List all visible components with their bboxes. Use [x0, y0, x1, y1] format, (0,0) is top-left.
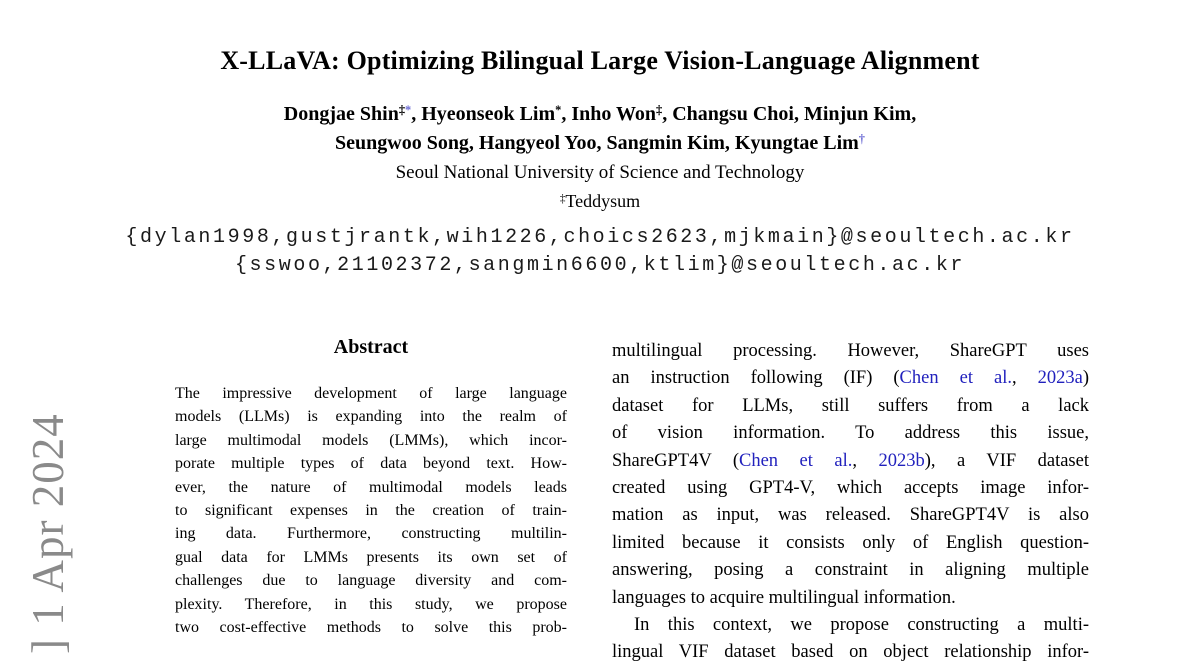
text-segment: ShareGPT4V ( [612, 450, 739, 471]
abstract-line: challenges due to language diversity and… [175, 569, 567, 592]
text-segment: Seungwoo Song, Hangyeol Yoo, Sangmin Kim… [335, 132, 859, 154]
abstract-heading: Abstract [333, 336, 409, 358]
text-segment: two cost-effective methods to solve this… [175, 619, 567, 637]
author-block: Dongjae Shin‡*, Hyeonseok Lim*, Inho Won… [0, 100, 1200, 158]
text-segment: , [1011, 368, 1038, 389]
text-segment: limited because it consists only of Engl… [612, 532, 1089, 553]
text-segment: porate multiple types of data beyond tex… [175, 455, 567, 473]
text-segment: created using GPT4-V, which accepts imag… [612, 478, 1089, 499]
text-segment: , Hyeonseok Lim [411, 103, 556, 125]
text-segment: , Inho Won [561, 103, 657, 125]
footnote-marker-link[interactable]: * [405, 103, 412, 118]
text-segment: an instruction following (IF) ( [612, 368, 900, 389]
text-segment: ing data. Furthermore, constructing mult… [175, 525, 567, 543]
text-segment: ) [1082, 368, 1090, 389]
text-segment: languages to acquire multilingual inform… [612, 587, 956, 608]
text-segment: In this context, we propose constructing… [634, 615, 1089, 636]
text-segment: , Changsu Choi, Minjun Kim, [662, 103, 917, 125]
body-text-line: In this context, we propose constructing… [612, 612, 1089, 639]
text-segment: multilingual processing. However, ShareG… [612, 341, 1089, 361]
abstract-line: models (LLMs) is expanding into the real… [175, 405, 567, 428]
text-segment: mation as input, was released. ShareGPT4… [612, 505, 1089, 526]
affiliation-university: Seoul National University of Science and… [395, 162, 805, 183]
body-text-line: languages to acquire multilingual inform… [612, 585, 1089, 612]
citation-link[interactable]: Chen et al. [739, 450, 853, 471]
paper-title: X-LLaVA: Optimizing Bilingual Large Visi… [220, 46, 980, 75]
abstract-line: gual data for LMMs presents its own set … [175, 546, 567, 569]
body-text-line: limited because it consists only of Engl… [612, 530, 1089, 557]
citation-link[interactable]: Chen et al. [899, 368, 1012, 389]
affiliation-teddysum: ‡Teddysum [0, 188, 1200, 214]
text-segment: ‡ [398, 103, 406, 118]
body-text-line: multilingual processing. However, ShareG… [612, 338, 1089, 365]
arxiv-watermark: ] 1 Apr 2024 [23, 413, 73, 654]
text-segment: challenges due to language diversity and… [175, 572, 567, 590]
citation-link[interactable]: 2023a [1037, 368, 1083, 389]
abstract-line: ing data. Furthermore, constructing mult… [175, 522, 567, 545]
body-text-line: dataset for LLMs, still suffers from a l… [612, 393, 1089, 420]
text-segment: , [852, 450, 879, 471]
text-segment: Teddysum [565, 191, 641, 211]
paper-header: X-LLaVA: Optimizing Bilingual Large Visi… [0, 0, 1200, 280]
left-column: Abstract The impressive development of l… [175, 336, 567, 639]
text-segment: * [555, 103, 562, 118]
email-line-1: {dylan1998,gustjrantk,wih1226,choics2623… [125, 226, 1075, 249]
text-segment: large multimodal models (LMMs), which in… [175, 431, 567, 449]
abstract-line: two cost-effective methods to solve this… [175, 616, 567, 639]
text-segment: to significant expenses in the creation … [175, 502, 567, 520]
text-segment: answering, posing a constraint in aligni… [612, 560, 1089, 581]
body-text-line: answering, posing a constraint in aligni… [612, 557, 1089, 584]
text-segment: ‡ [559, 192, 566, 205]
author-line: Seungwoo Song, Hangyeol Yoo, Sangmin Kim… [0, 129, 1200, 158]
text-segment: Dongjae Shin [283, 103, 399, 125]
text-segment: models (LLMs) is expanding into the real… [175, 408, 567, 426]
text-segment: ), a VIF dataset [924, 450, 1089, 471]
body-text-line: lingual VIF dataset based on object rela… [612, 639, 1089, 666]
body-text-line: of vision information. To address this i… [612, 420, 1089, 447]
text-segment: The impressive development of large lang… [175, 385, 567, 402]
text-segment: dataset for LLMs, still suffers from a l… [612, 395, 1089, 416]
text-segment: ever, the nature of multimodal models le… [175, 478, 567, 496]
abstract-line: to significant expenses in the creation … [175, 499, 567, 522]
right-column-body: multilingual processing. However, ShareG… [612, 338, 1089, 667]
body-text-line: ShareGPT4V (Chen et al., 2023b), a VIF d… [612, 448, 1089, 475]
body-text-line: mation as input, was released. ShareGPT4… [612, 502, 1089, 529]
abstract-line: porate multiple types of data beyond tex… [175, 452, 567, 475]
abstract-line: ever, the nature of multimodal models le… [175, 476, 567, 499]
footnote-marker-link[interactable]: † [858, 132, 865, 147]
body-text-line: an instruction following (IF) (Chen et a… [612, 365, 1089, 392]
author-line: Dongjae Shin‡*, Hyeonseok Lim*, Inho Won… [0, 100, 1200, 129]
text-segment: ‡ [656, 103, 663, 118]
text-segment: gual data for LMMs presents its own set … [175, 548, 567, 566]
text-segment: lingual VIF dataset based on object rela… [612, 642, 1089, 663]
email-line-2: {sswoo,21102372,sangmin6600,ktlim}@seoul… [234, 254, 966, 277]
text-segment: of vision information. To address this i… [612, 423, 1089, 444]
abstract-body: The impressive development of large lang… [175, 382, 567, 639]
abstract-line: The impressive development of large lang… [175, 382, 567, 405]
abstract-line: large multimodal models (LMMs), which in… [175, 429, 567, 452]
body-text-line: created using GPT4-V, which accepts imag… [612, 475, 1089, 502]
citation-link[interactable]: 2023b [878, 450, 925, 471]
text-segment: plexity. Therefore, in this study, we pr… [175, 595, 567, 613]
abstract-line: plexity. Therefore, in this study, we pr… [175, 593, 567, 616]
